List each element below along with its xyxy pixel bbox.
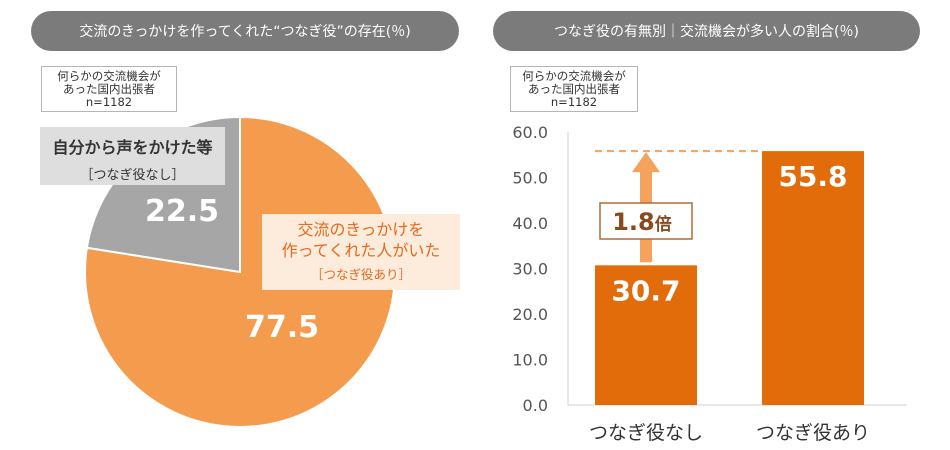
right-chart-title: つなぎ役の有無別｜交流機会が多い人の割合(％) [493, 11, 920, 51]
left-chart-title: 交流のきっかけを作ってくれた“つなぎ役”の存在(％) [31, 11, 459, 51]
bar [595, 265, 697, 405]
slice-label-line: 交流のきっかけを [297, 220, 425, 239]
right-sample-note: 何らかの交流機会が あった国内出張者 n=1182 [510, 66, 638, 112]
ratio-annotation: 1.8倍 [612, 208, 672, 236]
slice-label-line: ［つなぎ役あり］ [310, 267, 411, 282]
pie-chart: 77.5 22.5 [84, 115, 396, 428]
ratio-unit: 倍 [655, 214, 672, 235]
x-category-label: つなぎ役なし [589, 422, 703, 444]
y-tick-label: 20.0 [512, 305, 548, 324]
left-sample-note: 何らかの交流機会が あった国内出張者 n=1182 [41, 66, 177, 112]
slice-label-line: 作ってくれた人がいた [281, 241, 441, 260]
bar-value-label: 30.7 [611, 274, 680, 307]
bar-value-label: 55.8 [778, 160, 847, 193]
ratio-box [599, 202, 693, 240]
pie-value-label: 22.5 [145, 194, 219, 229]
sample-line: あった国内出張者 [528, 82, 620, 96]
slice-label-no-connector: 自分から声をかけた等 ［つなぎ役なし］ [40, 127, 225, 185]
sample-line: n=1182 [85, 95, 133, 109]
y-tick-label: 0.0 [523, 396, 548, 415]
y-tick-label: 50.0 [512, 169, 548, 188]
sample-line: 何らかの交流機会が [522, 69, 626, 83]
y-tick-label: 10.0 [512, 351, 548, 370]
slice-label-line: 自分から声をかけた等 [52, 138, 213, 157]
arrow-head [632, 152, 660, 173]
sample-line: 何らかの交流機会が [57, 69, 161, 83]
bar-chart: 0.0 10.0 20.0 30.0 40.0 50.0 60.0 30.7 つなぎ役なし 55.… [512, 123, 907, 444]
slice-label-line: ［つなぎ役なし］ [80, 168, 185, 183]
bar [762, 151, 864, 405]
x-category-label: つなぎ役あり [756, 422, 870, 444]
sample-line: あった国内出張者 [63, 82, 155, 96]
pie-value-label: 77.5 [245, 310, 319, 345]
y-tick-label: 30.0 [512, 260, 548, 279]
sample-line: n=1182 [550, 95, 598, 109]
slice-label-with-connector: 交流のきっかけを 作ってくれた人がいた ［つなぎ役あり］ [262, 214, 460, 290]
y-tick-label: 40.0 [512, 214, 548, 233]
ratio-number: 1.8 [612, 208, 655, 236]
y-tick-label: 60.0 [512, 123, 548, 142]
